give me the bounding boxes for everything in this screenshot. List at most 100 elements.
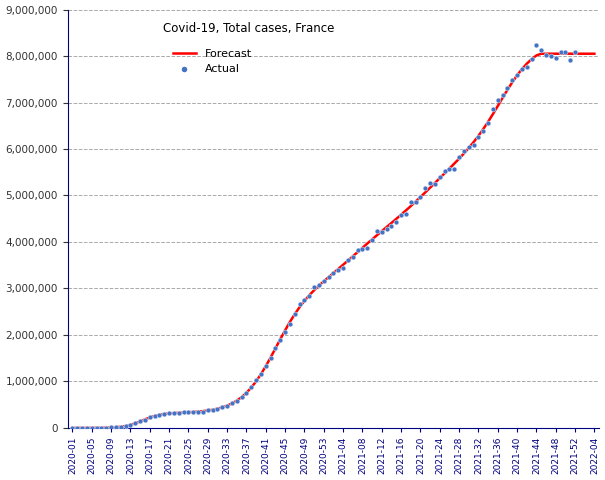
Actual (396, 212, 406, 219)
Actual (561, 48, 571, 56)
Actual (348, 252, 358, 260)
Actual (131, 420, 140, 427)
Actual (406, 198, 416, 206)
Actual (150, 412, 160, 420)
Forecast (69, 425, 76, 431)
Actual (184, 408, 194, 416)
Actual (155, 411, 165, 419)
Actual (193, 408, 203, 416)
Actual (382, 226, 391, 233)
Actual (541, 51, 551, 59)
Actual (126, 421, 136, 429)
Actual (174, 409, 184, 417)
Actual (160, 410, 169, 418)
Actual (372, 228, 382, 235)
Actual (387, 222, 396, 230)
Actual (503, 84, 512, 92)
Actual (237, 394, 246, 401)
Actual (483, 119, 493, 127)
Forecast (108, 425, 115, 431)
Actual (464, 143, 474, 150)
Actual (338, 264, 348, 271)
Actual (203, 407, 212, 414)
Actual (304, 292, 314, 300)
Actual (73, 424, 82, 432)
Actual (102, 424, 111, 432)
Actual (165, 409, 174, 417)
Actual (217, 403, 227, 411)
Actual (546, 52, 556, 60)
Actual (537, 46, 546, 54)
Forecast (349, 253, 356, 259)
Actual (140, 416, 150, 423)
Actual (82, 424, 92, 432)
Actual (106, 423, 116, 431)
Actual (570, 48, 580, 55)
Actual (454, 153, 464, 160)
Actual (256, 371, 266, 378)
Actual (111, 423, 121, 431)
Actual (391, 218, 401, 226)
Actual (527, 56, 537, 63)
Actual (295, 300, 304, 308)
Actual (566, 56, 575, 64)
Actual (450, 166, 459, 173)
Actual (329, 269, 338, 277)
Actual (445, 165, 454, 173)
Forecast (412, 199, 419, 204)
Forecast (243, 390, 250, 396)
Actual (208, 406, 217, 414)
Actual (145, 413, 155, 421)
Actual (280, 328, 290, 336)
Actual (116, 423, 126, 431)
Actual (508, 76, 517, 84)
Actual (333, 266, 343, 274)
Forecast (354, 249, 361, 255)
Actual (77, 424, 87, 432)
Actual (212, 405, 222, 413)
Actual (241, 389, 251, 397)
Actual (343, 256, 353, 264)
Actual (261, 362, 270, 370)
Actual (435, 173, 445, 181)
Actual (319, 277, 329, 285)
Actual (459, 147, 469, 155)
Forecast (590, 51, 598, 57)
Text: Covid-19, Total cases, France: Covid-19, Total cases, France (163, 22, 335, 35)
Actual (488, 106, 498, 113)
Actual (416, 193, 425, 201)
Actual (97, 424, 106, 432)
Actual (474, 133, 483, 141)
Actual (232, 397, 241, 405)
Actual (290, 310, 299, 317)
Actual (188, 408, 198, 416)
Actual (275, 336, 285, 344)
Actual (285, 320, 295, 328)
Actual (136, 418, 145, 425)
Actual (87, 424, 97, 432)
Actual (493, 96, 503, 104)
Actual (299, 297, 309, 304)
Actual (92, 424, 102, 432)
Actual (512, 72, 522, 79)
Forecast (538, 51, 545, 57)
Actual (324, 273, 333, 280)
Actual (420, 184, 430, 192)
Actual (551, 54, 561, 61)
Actual (556, 48, 566, 56)
Actual (222, 402, 232, 410)
Actual (121, 422, 131, 430)
Actual (309, 283, 319, 291)
Actual (68, 424, 77, 432)
Actual (517, 66, 527, 73)
Actual (377, 228, 387, 236)
Actual (353, 246, 362, 253)
Actual (430, 180, 440, 187)
Actual (469, 142, 479, 149)
Actual (522, 63, 532, 71)
Legend: Forecast, Actual: Forecast, Actual (169, 44, 256, 79)
Actual (498, 91, 508, 99)
Actual (358, 245, 367, 252)
Actual (362, 244, 372, 252)
Actual (532, 41, 541, 49)
